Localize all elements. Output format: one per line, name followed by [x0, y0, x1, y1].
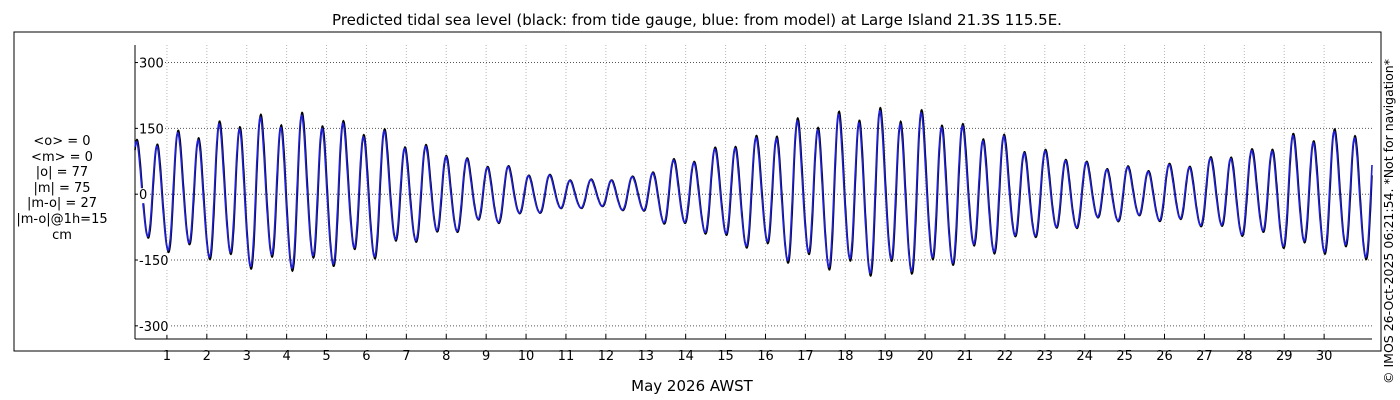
- x-tick-label: 5: [322, 349, 330, 364]
- y-tick-label: 300: [139, 57, 164, 72]
- x-tick-label: 29: [1276, 349, 1293, 364]
- x-tick-label: 26: [1156, 349, 1173, 364]
- x-axis-label: May 2026 AWST: [631, 377, 754, 395]
- series-line-model: [134, 109, 1373, 275]
- figure-frame: [13, 31, 1382, 352]
- stat-abs-diff-1h: |m-o|@1h=15: [16, 211, 108, 227]
- stat-unit: cm: [52, 227, 72, 243]
- stat-abs-diff: |m-o| = 27: [26, 196, 97, 212]
- x-tick-label: 27: [1196, 349, 1213, 364]
- y-tick-label-bg: [138, 122, 165, 138]
- x-tick-label: 2: [203, 349, 211, 364]
- stat-mean-model: <m> = 0: [31, 149, 93, 165]
- x-tick-label: 10: [518, 349, 535, 364]
- x-tick-label: 18: [837, 349, 854, 364]
- series-lines: [134, 106, 1373, 278]
- x-tick-label: 7: [402, 349, 410, 364]
- x-tick-label: 16: [757, 349, 774, 364]
- statistics-panel: <o> = 0 <m> = 0 |o| = 77 |m| = 75 |m-o| …: [6, 134, 118, 243]
- x-tick-label: 17: [797, 349, 814, 364]
- x-tick-label: 3: [243, 349, 251, 364]
- x-tick-label: 11: [558, 349, 575, 364]
- copyright-notice: © IMOS 26-Oct-2025 06:21:54. *Not for na…: [1381, 59, 1396, 384]
- x-tick-label: 4: [282, 349, 290, 364]
- x-tick-label: 6: [362, 349, 370, 364]
- x-tick-label: 8: [442, 349, 450, 364]
- x-tick-label: 14: [677, 349, 694, 364]
- x-tick-label: 21: [957, 349, 974, 364]
- x-tick-label: 20: [917, 349, 934, 364]
- stat-abs-obs: |o| = 77: [35, 165, 89, 181]
- x-tick-label: 22: [997, 349, 1014, 364]
- x-tick-label: 1: [163, 349, 171, 364]
- y-tick-label-bg: [138, 319, 170, 335]
- x-tick-label: 25: [1116, 349, 1133, 364]
- grid-lines: [135, 45, 1372, 339]
- chart-title: Predicted tidal sea level (black: from t…: [332, 11, 1062, 29]
- stat-mean-obs: <o> = 0: [33, 134, 91, 149]
- x-tick-label: 15: [717, 349, 734, 364]
- y-tick-label: -300: [139, 320, 169, 335]
- y-tick-label-bg: [138, 254, 170, 270]
- y-tick-label-bg: [138, 56, 165, 72]
- x-tick-label: 12: [598, 349, 615, 364]
- x-tick-label: 9: [482, 349, 490, 364]
- x-tick-label: 28: [1236, 349, 1253, 364]
- y-tick-label-bg: [138, 188, 149, 204]
- x-tick-label: 24: [1076, 349, 1093, 364]
- x-tick-label: 23: [1037, 349, 1054, 364]
- x-tick-label: 13: [637, 349, 654, 364]
- x-tick-label: 30: [1316, 349, 1333, 364]
- y-tick-label: 0: [139, 188, 147, 203]
- y-tick-label: 150: [139, 122, 164, 137]
- axes: [134, 45, 1372, 340]
- x-tick-label: 19: [877, 349, 894, 364]
- stat-abs-model: |m| = 75: [33, 180, 91, 196]
- y-tick-label: -150: [139, 254, 169, 269]
